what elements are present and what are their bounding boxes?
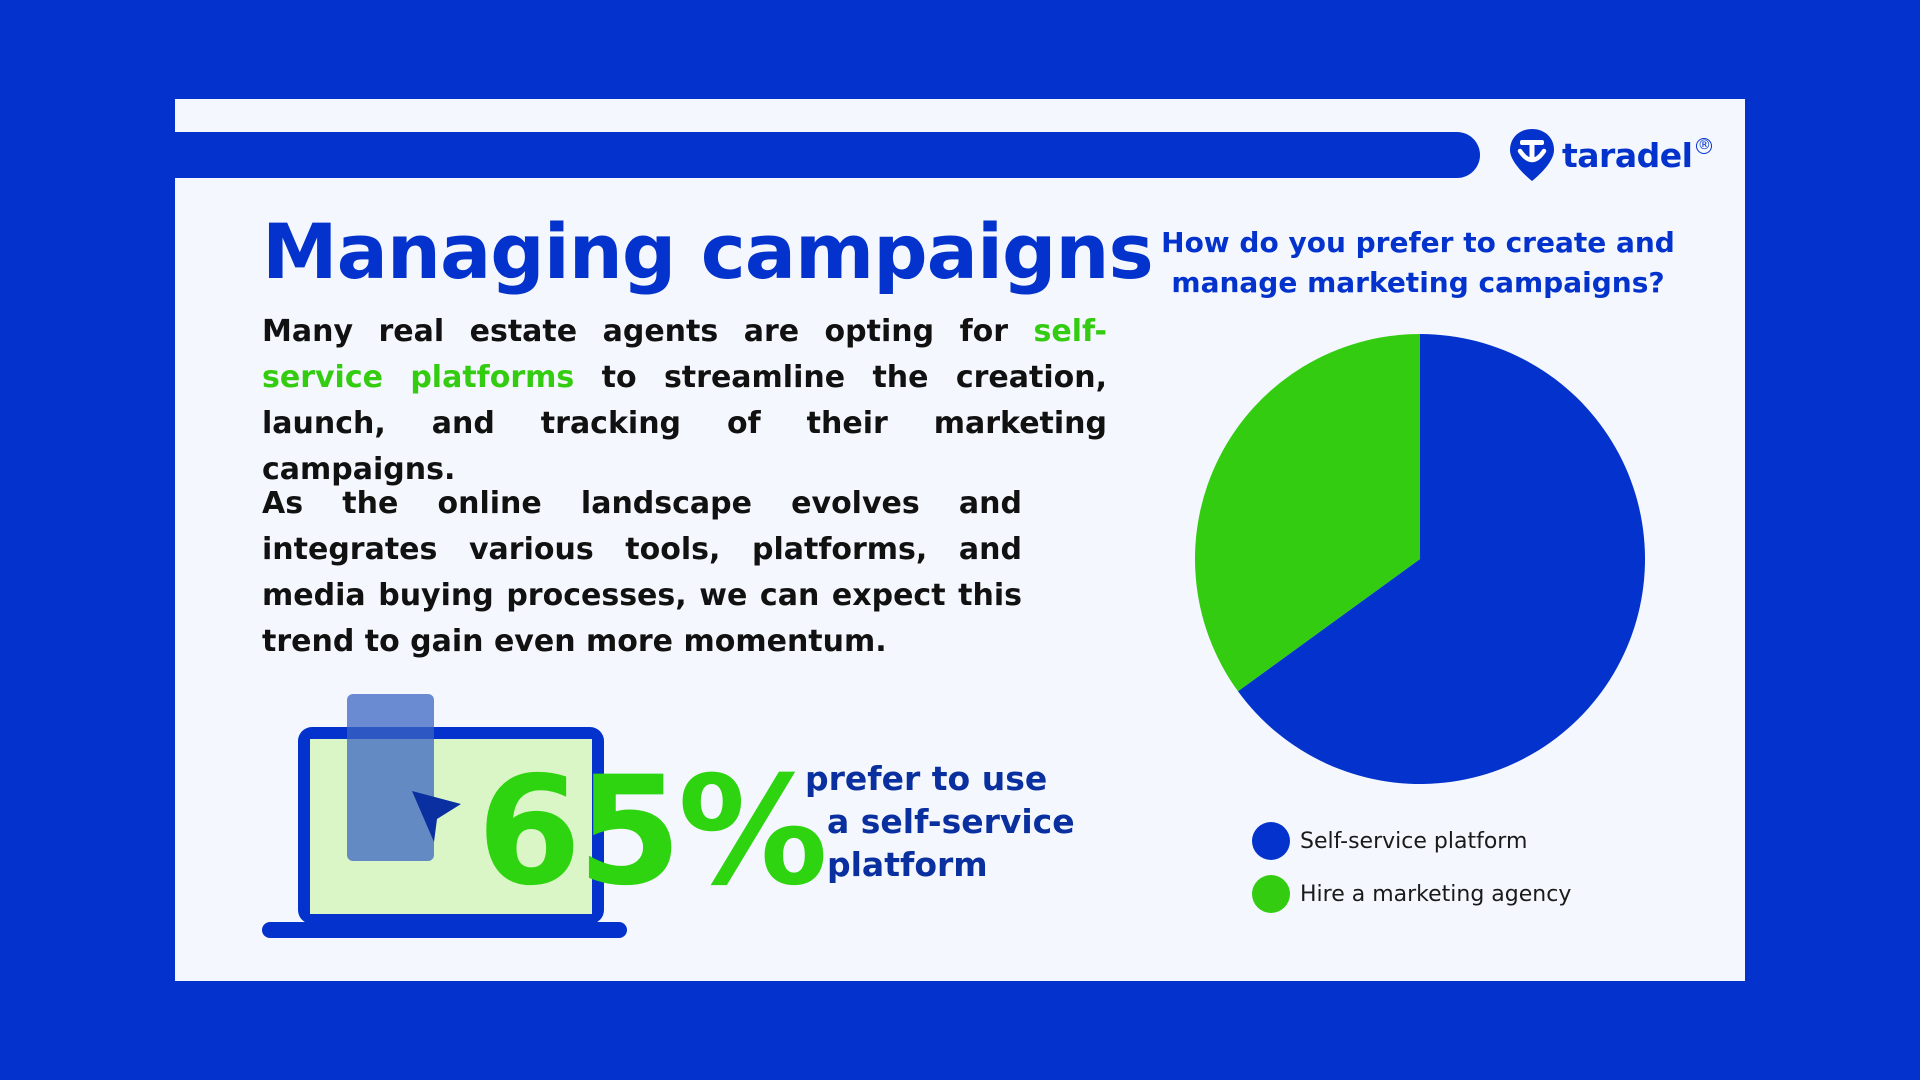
stat-caption-line: platform [827, 845, 988, 884]
page-title: Managing campaigns [262, 207, 1154, 296]
location-pin-icon [1510, 129, 1554, 181]
legend-item: Self-service platform [1252, 821, 1571, 861]
cursor-icon [412, 791, 461, 842]
legend-swatch [1252, 875, 1290, 913]
chart-legend: Self-service platform Hire a marketing ag… [1252, 821, 1571, 927]
taradel-logo: taradel ® [1508, 127, 1713, 183]
pie-slice-self-service-platform [1237, 334, 1645, 784]
logo-wordmark: taradel [1562, 135, 1693, 175]
stat-caption-line: prefer to use [805, 759, 1048, 798]
chart-title: How do you prefer to create and manage m… [1161, 226, 1675, 299]
legend-label: Hire a marketing agency [1300, 881, 1572, 907]
intro-paragraph: Many real estate agents are opting for s… [262, 309, 1107, 493]
legend-label: Self-service platform [1300, 828, 1528, 854]
registered-mark: ® [1696, 138, 1713, 154]
pie-slice-hire-a-marketing-agency [1195, 334, 1420, 692]
stat-caption: prefer to use a self-service platform [805, 757, 1075, 886]
trend-paragraph: As the online landscape evolves and inte… [262, 486, 1022, 659]
legend-item: Hire a marketing agency [1252, 874, 1571, 914]
legend-swatch [1252, 822, 1290, 860]
laptop-icon [262, 694, 627, 938]
intro-text-end: to streamline the creation, launch, and … [262, 360, 1108, 487]
stat-caption-line: a self-service [827, 802, 1075, 841]
intro-text-start: Many real estate agents are opting for [262, 314, 1034, 349]
stat-percentage: 65% [477, 745, 828, 919]
pie-chart [1195, 334, 1645, 784]
highlight-text: self-service platforms [262, 314, 1107, 395]
infographic-card: taradel ® Managing campaigns Many real e… [175, 99, 1745, 981]
top-accent-bar [175, 132, 1480, 178]
